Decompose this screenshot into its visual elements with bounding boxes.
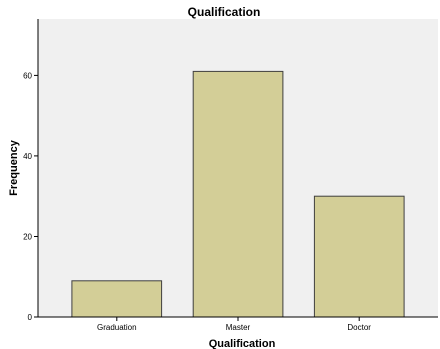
x-tick-label: Graduation <box>97 323 137 332</box>
bar-doctor <box>313 195 405 318</box>
y-tick-label: 60 <box>23 71 32 80</box>
x-tick-label: Master <box>226 323 251 332</box>
bar-master <box>192 70 284 318</box>
x-ticks-group: Graduation Master Doctor <box>97 317 371 332</box>
y-tick-label: 20 <box>23 233 32 242</box>
x-axis-label: Qualification <box>209 338 276 349</box>
y-tick-label: 40 <box>23 152 32 161</box>
chart-title: Qualification <box>188 5 261 19</box>
bar-graduation <box>71 280 163 318</box>
bars-group <box>71 70 405 318</box>
x-tick-label: Doctor <box>347 323 371 332</box>
y-tick-label: 0 <box>28 313 33 322</box>
y-axis-label: Frequency <box>8 139 20 196</box>
y-ticks-group: 0 20 40 60 <box>23 71 38 322</box>
